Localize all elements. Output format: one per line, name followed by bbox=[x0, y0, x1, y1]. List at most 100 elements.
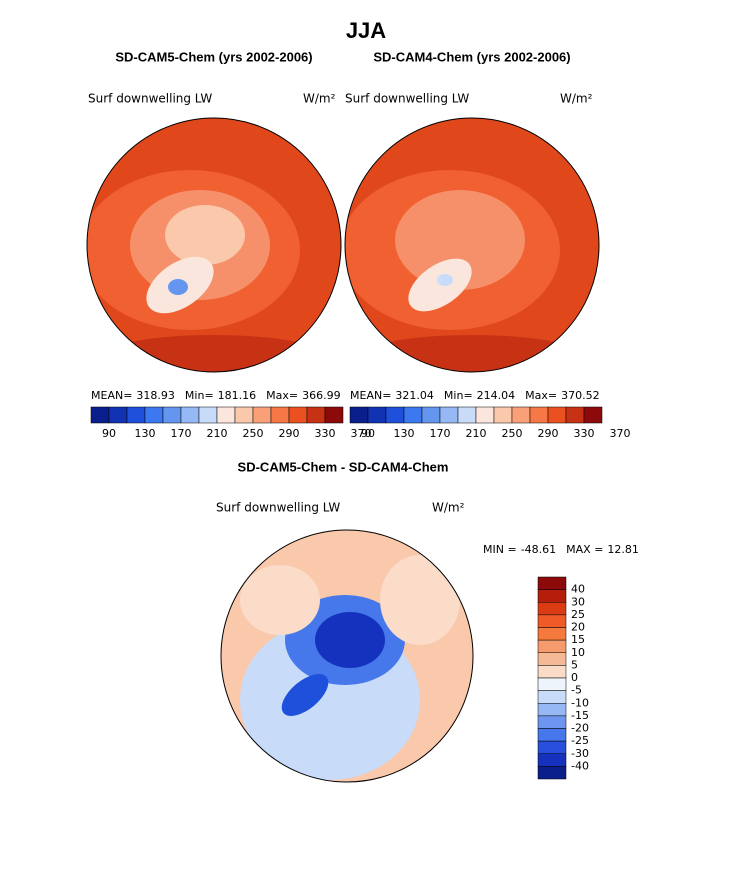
colorbar-tick-label: 15 bbox=[571, 633, 585, 646]
colorbar-tick-label: 90 bbox=[102, 427, 116, 440]
colorbar-box bbox=[537, 614, 567, 628]
stat-value: 318.93 bbox=[136, 389, 175, 402]
colorbar-box bbox=[537, 740, 567, 754]
colorbar-tick-label: 25 bbox=[571, 608, 585, 621]
colorbar-box bbox=[493, 406, 513, 424]
colorbar-box bbox=[457, 406, 477, 424]
colorbar-tick-label: 30 bbox=[571, 595, 585, 608]
colorbar-box bbox=[90, 406, 110, 424]
colorbar-tick-label: -40 bbox=[571, 759, 589, 772]
colorbar-box bbox=[537, 753, 567, 767]
colorbar-box bbox=[537, 690, 567, 704]
colorbar-box bbox=[198, 406, 218, 424]
colorbar-box bbox=[367, 406, 387, 424]
units-label: W/m² bbox=[560, 92, 593, 106]
colorbar-box bbox=[565, 406, 585, 424]
units-label: W/m² bbox=[303, 92, 336, 106]
stat-label: Max= bbox=[525, 389, 557, 402]
colorbar-tick-label: 330 bbox=[574, 427, 595, 440]
map bbox=[221, 530, 473, 782]
colorbar-tick-label: 250 bbox=[243, 427, 264, 440]
colorbar-box bbox=[324, 406, 344, 424]
figure-title: JJA bbox=[346, 18, 386, 43]
colorbar-box bbox=[306, 406, 326, 424]
colorbar-tick-label: -20 bbox=[571, 722, 589, 735]
colorbar-tick-label: 370 bbox=[351, 427, 372, 440]
colorbar-tick-label: -25 bbox=[571, 734, 589, 747]
colorbar-tick-label: -10 bbox=[571, 696, 589, 709]
colorbar-tick-label: 170 bbox=[430, 427, 451, 440]
colorbar-tick-label: 330 bbox=[315, 427, 336, 440]
panel-title: SD-CAM5-Chem - SD-CAM4-Chem bbox=[238, 459, 449, 474]
colorbar-tick-label: -30 bbox=[571, 747, 589, 760]
variable-label: Surf downwelling LW bbox=[88, 92, 212, 106]
panel-title: SD-CAM4-Chem (yrs 2002-2006) bbox=[373, 49, 570, 64]
colorbar-tick-label: 250 bbox=[502, 427, 523, 440]
colorbar-box bbox=[537, 589, 567, 603]
stat-label: Max= bbox=[266, 389, 298, 402]
colorbar-box bbox=[403, 406, 423, 424]
stat-label: MEAN= bbox=[350, 389, 391, 402]
colorbar-box bbox=[511, 406, 531, 424]
stat-value: 181.16 bbox=[218, 389, 257, 402]
colorbar-box bbox=[252, 406, 272, 424]
variable-label: Surf downwelling LW bbox=[345, 92, 469, 106]
colorbar-tick-label: 170 bbox=[171, 427, 192, 440]
panel-title: SD-CAM5-Chem (yrs 2002-2006) bbox=[115, 49, 312, 64]
colorbar-tick-label: 90 bbox=[361, 427, 375, 440]
colorbar-box bbox=[537, 677, 567, 691]
colorbar-box bbox=[547, 406, 567, 424]
colorbar-box bbox=[288, 406, 308, 424]
colorbar-box bbox=[439, 406, 459, 424]
colorbar-tick-label: 130 bbox=[135, 427, 156, 440]
stat-label: Min= bbox=[185, 389, 214, 402]
stat-value: 321.04 bbox=[395, 389, 434, 402]
colorbar-box bbox=[583, 406, 603, 424]
colorbar-tick-label: -15 bbox=[571, 709, 589, 722]
colorbar-tick-label: 10 bbox=[571, 646, 585, 659]
colorbar-tick-label: 40 bbox=[571, 583, 585, 596]
colorbar-box bbox=[162, 406, 182, 424]
colorbar-box bbox=[537, 602, 567, 616]
colorbar-tick-label: 130 bbox=[394, 427, 415, 440]
units-label: W/m² bbox=[432, 501, 465, 515]
colorbar-box bbox=[537, 652, 567, 666]
colorbar-box bbox=[349, 406, 369, 424]
colorbar-tick-label: 0 bbox=[571, 671, 578, 684]
stat-value: 370.52 bbox=[561, 389, 600, 402]
stat-label: Min= bbox=[444, 389, 473, 402]
colorbar-tick-label: 20 bbox=[571, 621, 585, 634]
colorbar-box bbox=[270, 406, 290, 424]
colorbar-box bbox=[537, 665, 567, 679]
colorbar-tick-label: 290 bbox=[538, 427, 559, 440]
colorbar-box bbox=[529, 406, 549, 424]
stat-value: 214.04 bbox=[477, 389, 516, 402]
colorbar-tick-label: -5 bbox=[571, 684, 582, 697]
colorbar-box bbox=[385, 406, 405, 424]
colorbar-box bbox=[144, 406, 164, 424]
colorbar-box bbox=[421, 406, 441, 424]
colorbar-tick-label: 210 bbox=[207, 427, 228, 440]
colorbar-box bbox=[126, 406, 146, 424]
colorbar-box bbox=[537, 639, 567, 653]
colorbar-box bbox=[537, 766, 567, 780]
colorbar-box bbox=[537, 627, 567, 641]
colorbar-tick-label: 210 bbox=[466, 427, 487, 440]
stat-label: MAX = bbox=[566, 543, 603, 556]
colorbar-box bbox=[180, 406, 200, 424]
colorbar-tick-label: 5 bbox=[571, 658, 578, 671]
stat-label: MEAN= bbox=[91, 389, 132, 402]
colorbar-box bbox=[537, 728, 567, 742]
colorbar-box bbox=[537, 703, 567, 717]
colorbar-tick-label: 370 bbox=[610, 427, 631, 440]
colorbar-box bbox=[475, 406, 495, 424]
stat-label: MIN = bbox=[483, 543, 517, 556]
stat-value: 12.81 bbox=[607, 543, 639, 556]
colorbar-box bbox=[216, 406, 236, 424]
stat-value: -48.61 bbox=[521, 543, 556, 556]
colorbar-box bbox=[234, 406, 254, 424]
stat-value: 366.99 bbox=[302, 389, 341, 402]
colorbar-box bbox=[537, 576, 567, 590]
colorbar-box bbox=[537, 715, 567, 729]
